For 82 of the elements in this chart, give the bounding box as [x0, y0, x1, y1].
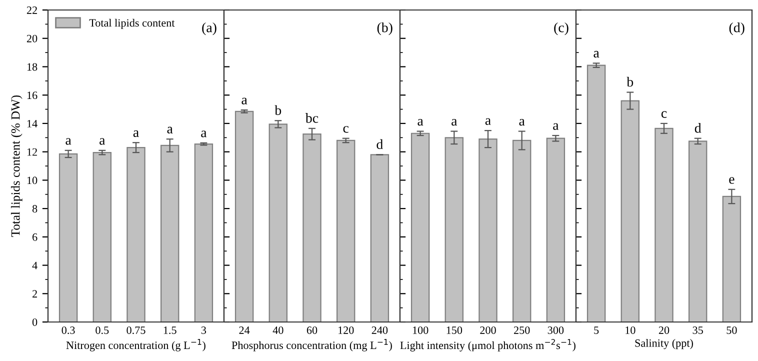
bar	[410, 132, 430, 322]
bar	[546, 138, 566, 322]
x-tick-label: 3	[201, 326, 206, 334]
annotation: a	[167, 126, 173, 134]
x-tick-label: 60	[306, 326, 318, 334]
annotation: d	[694, 122, 702, 133]
annotation: a	[133, 130, 139, 137]
bar	[478, 138, 498, 322]
x-tick-label: 100	[412, 326, 428, 334]
x-tick-label: 1.5	[164, 326, 176, 334]
annotation: a	[519, 119, 525, 126]
y-tick-label: 14	[27, 120, 38, 128]
bar	[160, 144, 180, 322]
annotation: c	[343, 126, 348, 133]
bar	[722, 196, 742, 322]
annotation: b	[274, 105, 282, 116]
x-tick-label: 200	[480, 326, 496, 334]
y-tick-label: 12	[27, 148, 37, 156]
bar	[126, 147, 146, 322]
annotation: bc	[305, 113, 318, 123]
bar	[234, 110, 254, 322]
x-tick-label: 35	[692, 326, 703, 334]
bar	[58, 153, 78, 322]
bar	[336, 140, 356, 322]
y-tick-label: 10	[27, 176, 38, 184]
annotation: a	[418, 119, 424, 126]
bar	[444, 137, 464, 322]
y-tick-label: 22	[26, 6, 37, 14]
x-tick-label: 150	[446, 326, 462, 334]
bar	[302, 134, 322, 322]
annotation: (d)	[729, 22, 744, 36]
annotation: a	[452, 119, 458, 126]
bar	[92, 152, 112, 322]
annotation: c	[661, 111, 667, 118]
x-tick-label: 300	[548, 326, 564, 334]
annotation: (a)	[202, 22, 216, 36]
annotation: (c)	[554, 22, 568, 36]
annotation: a	[100, 138, 106, 145]
bar	[194, 143, 214, 322]
x-axis-title: Light intensity (μmol photons m$^{−2}$s$^{−1}$)	[400, 339, 576, 352]
x-tick-label: 0.75	[126, 326, 146, 334]
annotation: a	[201, 130, 207, 138]
annotation: a	[66, 138, 72, 145]
y-tick-label: 8	[32, 205, 38, 213]
annotation: b	[626, 76, 634, 87]
bar	[586, 64, 606, 322]
y-tick-label: 20	[26, 34, 38, 42]
annotation: e	[729, 177, 734, 184]
bar	[688, 140, 708, 322]
x-tick-label: 0.3	[62, 326, 75, 334]
annotation: d	[376, 139, 383, 150]
y-tick-label: 4	[32, 262, 38, 270]
x-tick-label: 5	[594, 326, 599, 334]
annotation: a	[594, 50, 600, 58]
bar	[268, 124, 288, 322]
x-axis-title: Phosphorus concentration (mg L$^{−1}$)	[232, 339, 392, 352]
x-tick-label: 40	[272, 326, 284, 334]
y-tick-label: 18	[27, 63, 38, 71]
x-tick-label: 240	[372, 326, 388, 334]
annotation: (b)	[377, 22, 392, 36]
x-tick-label: 120	[338, 326, 354, 334]
y-tick-label: 16	[27, 92, 38, 100]
x-tick-label: 250	[514, 326, 530, 334]
x-tick-label: 24	[239, 326, 250, 334]
y-tick-label: 6	[32, 233, 38, 241]
bar	[654, 128, 674, 322]
x-axis-title: Nitrogen concentration (g L$^{−1}$)	[66, 339, 206, 352]
bar	[512, 140, 532, 322]
x-tick-label: 0.5	[96, 326, 109, 334]
y-tick-label: 0	[32, 318, 38, 326]
x-tick-label: 10	[626, 326, 636, 334]
x-tick-label: 20	[658, 326, 670, 334]
legend-label: Total lipids content	[89, 18, 175, 29]
bar	[370, 154, 390, 322]
annotation: a	[553, 123, 559, 130]
x-tick-label: 50	[726, 326, 737, 334]
y-tick-label: 2	[32, 290, 37, 298]
annotation: a	[242, 98, 248, 104]
x-axis-title: Salinity (ppt)	[635, 339, 693, 350]
y-axis-title: Total lipids content (% DW)	[10, 95, 22, 237]
bar	[620, 100, 640, 322]
annotation: a	[485, 118, 491, 125]
